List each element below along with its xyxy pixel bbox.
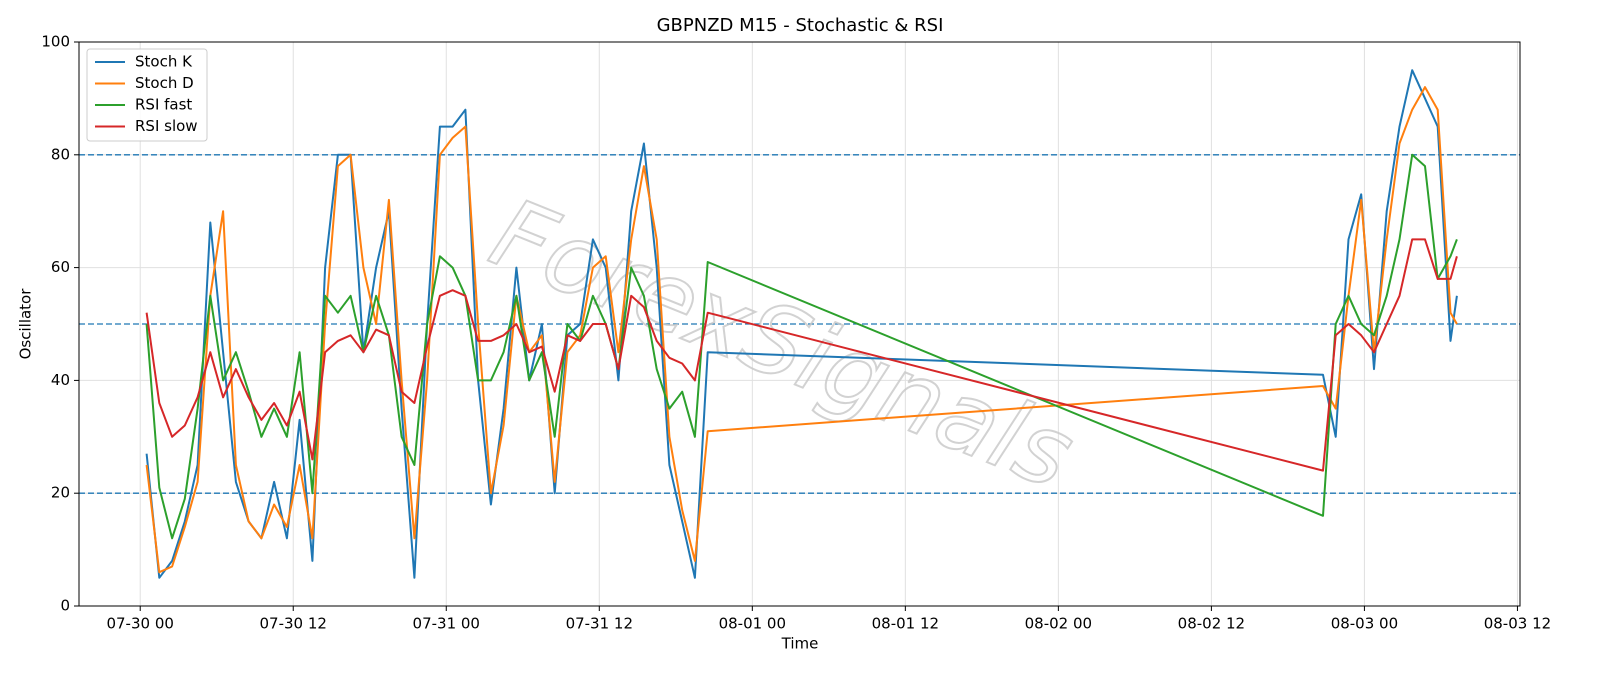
x-tick-label: 08-03 12 [1484,615,1551,633]
y-tick-label: 100 [41,33,70,51]
x-tick-label: 08-02 00 [1025,615,1092,633]
legend-label: RSI fast [135,96,192,114]
legend-label: Stoch D [135,74,194,92]
y-axis-label: Oscillator [17,288,35,360]
series-line [145,86,1458,574]
x-tick-label: 08-01 00 [719,615,786,633]
x-tick-label: 07-30 00 [106,615,173,633]
legend-label: Stoch K [135,53,193,71]
y-tick-label: 0 [60,597,70,615]
y-tick-label: 40 [51,371,70,389]
x-tick-label: 08-01 12 [872,615,939,633]
y-tick-label: 80 [51,145,70,163]
x-tick-label: 07-30 12 [260,615,327,633]
legend-label: RSI slow [135,117,198,135]
x-tick-label: 07-31 12 [566,615,633,633]
legend-box [86,48,208,142]
x-tick-label: 08-03 00 [1331,615,1398,633]
plot-frame [78,41,1521,607]
series-line [145,153,1458,540]
series-line [145,238,1458,472]
y-tick-label: 20 [51,484,70,502]
x-tick-label: 08-02 12 [1178,615,1245,633]
x-tick-label: 07-31 00 [413,615,480,633]
chart-title: GBPNZD M15 - Stochastic & RSI [657,15,944,36]
y-tick-label: 60 [51,258,70,276]
watermark: ForexSignals [477,177,1088,511]
x-axis-label: Time [781,635,819,653]
